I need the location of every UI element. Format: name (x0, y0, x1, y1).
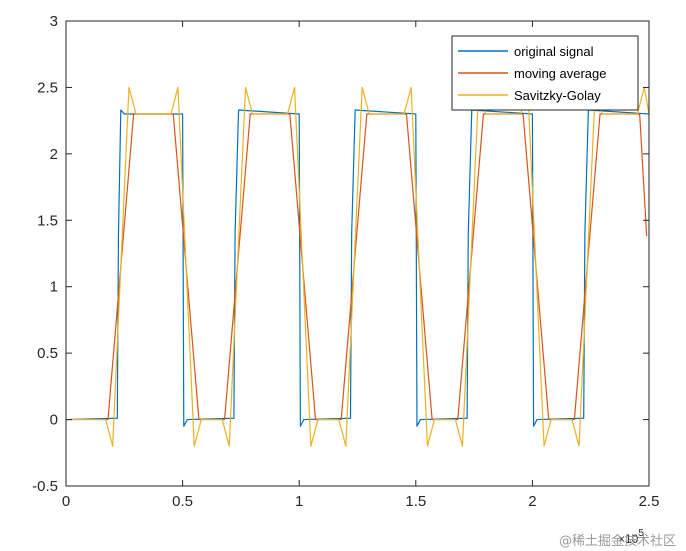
tick-layer: 0 0.5 1 1.5 2 2.5-0.500.511.522.53 (32, 13, 659, 510)
axes-box (65, 20, 650, 487)
y-tick-label: 2 (50, 146, 58, 163)
x-axis-multiplier: ×105 (618, 528, 644, 546)
legend: original signal moving average Savitzky-Go… (451, 35, 639, 111)
series-line-savitzky-golay (66, 86, 650, 447)
x-tick-label: 2.5 (639, 493, 660, 510)
x-tick-label: 0.5 (172, 493, 193, 510)
series-layer (65, 86, 650, 447)
watermark: @稀土掘金技术社区 (559, 533, 676, 549)
y-tick-label: 0.5 (37, 345, 58, 362)
legend-label: Savitzky-Golay (514, 88, 601, 103)
x-tick-label: 1 (295, 493, 303, 510)
y-tick-label: 2.5 (37, 79, 58, 96)
x-tick-label: 2 (528, 493, 536, 510)
x-tick-label: 1.5 (405, 493, 426, 510)
x-tick-label: 0 (62, 493, 70, 510)
legend-label: original signal (514, 44, 594, 59)
y-tick-label: 1.5 (37, 212, 58, 229)
y-tick-label: -0.5 (32, 478, 58, 495)
y-tick-label: 0 (50, 412, 58, 429)
legend-label: moving average (514, 66, 607, 81)
y-tick-label: 3 (50, 13, 58, 30)
y-tick-label: 1 (50, 279, 58, 296)
